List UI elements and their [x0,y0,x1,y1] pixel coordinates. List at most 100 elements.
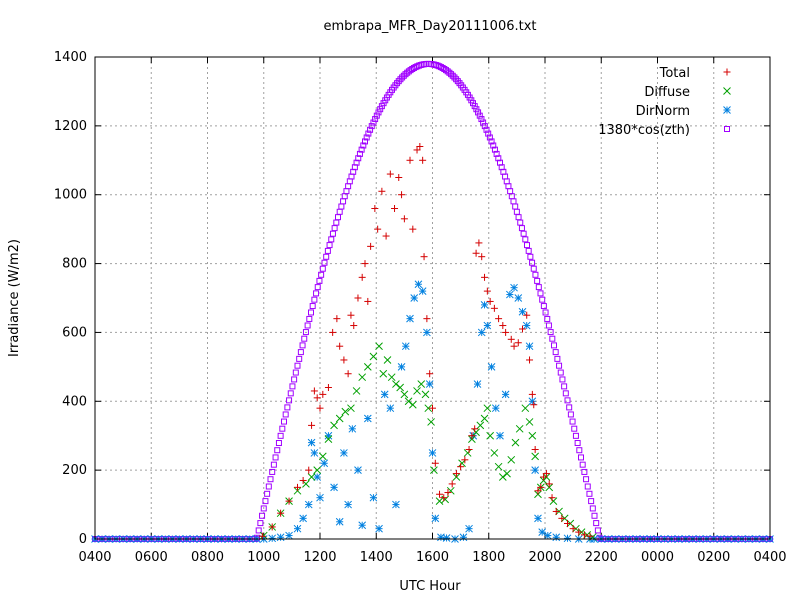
series-point [543,531,552,540]
y-tick-label: 1000 [54,188,87,203]
series-point [499,322,507,330]
series-point [340,449,348,457]
series-point [276,533,285,542]
legend-label-dirnorm: DirNorm [636,104,690,119]
series-point [494,462,503,471]
series-point [375,109,382,116]
series-point [335,517,344,526]
legend-label-diffuse: Diffuse [644,85,690,100]
series-point [528,390,536,398]
x-tick-label: 0800 [191,550,224,565]
series-point [556,362,563,369]
series-point [324,247,331,254]
series-point [289,383,296,390]
series-point [313,466,322,474]
series-point [564,520,571,528]
series-point [316,404,324,412]
legend-marker-diffuse [723,87,731,95]
series-point [427,418,435,426]
series-point [491,404,500,413]
series-point [525,342,534,351]
plot-frame [94,56,771,540]
series-point [567,411,574,418]
series-point [304,322,311,329]
y-tick-label: 1400 [54,50,87,65]
series-point [363,134,370,141]
series-point [310,449,319,457]
series-point [378,187,386,195]
series-point [324,435,333,444]
series-point [286,397,293,404]
series-point [331,225,338,232]
series-point [279,425,286,432]
series-point [296,355,303,362]
series-point [542,309,549,316]
series-point [437,64,444,71]
series-point [544,315,551,322]
series-point [537,290,544,297]
series-point [584,483,591,490]
series-point [507,335,515,343]
series-point [313,290,320,297]
y-tick-label: 1200 [54,119,87,134]
series-point [397,76,404,83]
series-point [392,500,400,509]
series-point [358,146,365,153]
series-point [282,411,289,418]
series-point [320,459,329,468]
series-point [531,445,539,453]
series-point [502,328,510,336]
series-point [580,531,588,539]
series-point [483,287,491,295]
series-point [446,69,453,76]
series-point [483,126,490,133]
series-point [425,380,434,388]
series-point [452,470,460,478]
series-point [501,390,510,399]
x-axis-ticks: 0400 0600 0800 1000 1200 1400 1600 1800 2000 2200… [78,57,787,565]
series-point [538,528,547,536]
series-point [514,339,522,347]
series-point [481,273,489,281]
series-point [475,109,482,116]
series-point [353,159,360,166]
series-point [472,249,480,257]
series-point [554,355,561,362]
series-point [495,315,503,323]
series-point [371,204,379,212]
series-point [264,490,271,497]
series-point [380,390,389,399]
series-point [530,265,537,272]
series-point [285,531,293,540]
series-point [491,146,498,153]
series-point [377,106,384,113]
series-point [569,525,577,533]
series-point [350,322,358,330]
series-point [591,512,598,519]
series-point [344,500,352,509]
series-point [369,493,378,502]
series-point [481,123,488,130]
series-point [463,449,472,457]
series-point [586,490,593,497]
series-point [528,397,537,406]
series-point [421,390,430,399]
series-point [367,242,375,250]
x-tick-label: 1000 [247,550,280,565]
series-point [441,495,450,504]
series-point [594,527,601,534]
series-point [313,473,322,481]
x-tick-label: 2000 [528,550,561,565]
series-point [442,534,451,542]
y-tick-label: 800 [62,257,87,272]
series-point [329,230,336,237]
y-axis-label: Irradiance (W/m2) [7,239,22,357]
series-point [475,239,483,247]
series-point [417,380,426,388]
series-point [354,466,362,474]
series-total [258,143,594,540]
series-point [395,174,403,181]
series-point [307,438,316,447]
series-point [373,112,380,119]
series-point [534,277,541,284]
